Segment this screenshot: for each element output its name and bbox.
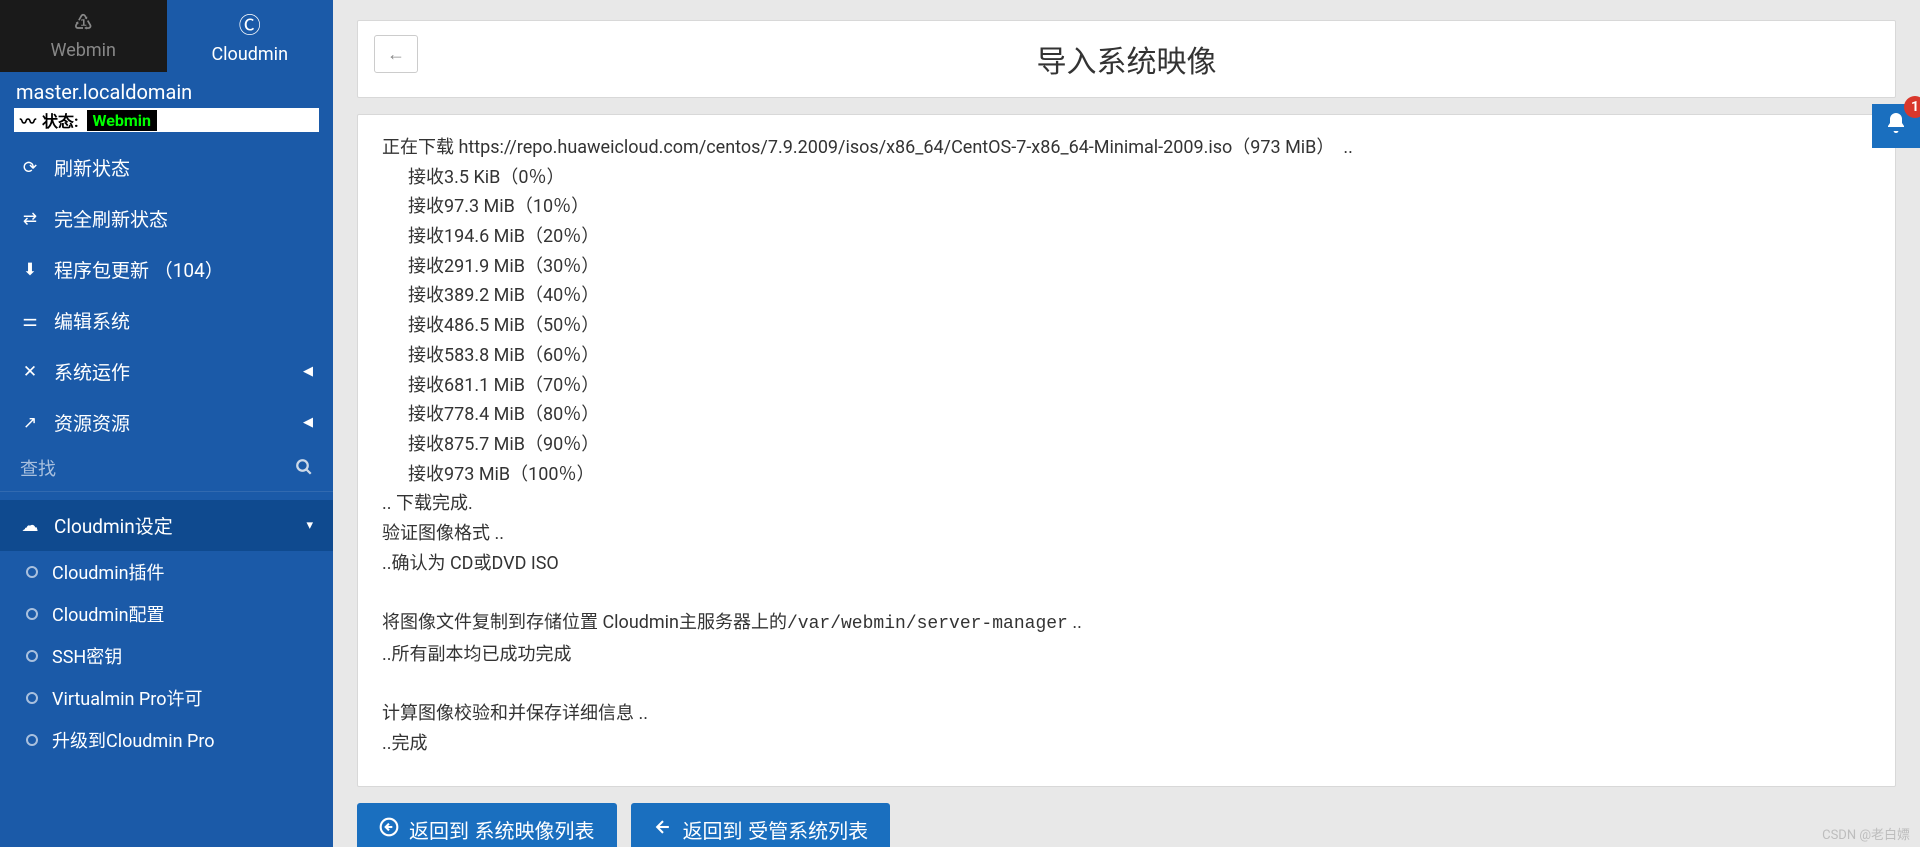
progress-line: 接收291.9 MiB（30％） <box>382 252 1871 282</box>
progress-line: 接收3.5 KiB（0％） <box>382 163 1871 193</box>
chevron-down-icon: ▾ <box>306 518 313 533</box>
bullet-icon <box>26 650 38 662</box>
verify-line: 验证图像格式 .. <box>382 519 1871 549</box>
progress-line: 接收681.1 MiB（70％） <box>382 371 1871 401</box>
pulse-icon: 〰 <box>14 108 42 132</box>
sub-cloudmin-config[interactable]: Cloudmin配置 <box>0 593 333 635</box>
nav-label: 资源资源 <box>54 409 130 436</box>
nav-label: 程序包更新 （104） <box>54 256 224 283</box>
bell-icon <box>1884 111 1908 141</box>
nav-system-operation[interactable]: ✕ 系统运作 ◀ <box>0 346 333 397</box>
share-icon: ↗ <box>20 413 40 433</box>
download-icon: ⬇ <box>20 260 40 280</box>
nav-full-refresh[interactable]: ⇄ 完全刷新状态 <box>0 193 333 244</box>
refresh-icon: ⟳ <box>20 158 40 178</box>
arrow-left-icon: ← <box>387 44 405 65</box>
search-icon[interactable] <box>295 458 313 481</box>
arrow-left-icon <box>653 817 673 842</box>
progress-line: 接收389.2 MiB（40％） <box>382 281 1871 311</box>
nav-resources[interactable]: ↗ 资源资源 ◀ <box>0 397 333 448</box>
wrench-icon: ✕ <box>20 362 40 382</box>
progress-line: 接收875.7 MiB（90％） <box>382 430 1871 460</box>
header-card: ← 导入系统映像 <box>357 20 1896 98</box>
bullet-icon <box>26 734 38 746</box>
sub-upgrade-cloudmin[interactable]: 升级到Cloudmin Pro <box>0 719 333 761</box>
status-label: 状态: <box>42 108 79 132</box>
tab-label: Webmin <box>51 40 116 61</box>
progress-line: 接收486.5 MiB（50％） <box>382 311 1871 341</box>
watermark: CSDN @老白嫖 <box>1822 824 1910 843</box>
sub-label: Cloudmin插件 <box>52 559 165 585</box>
nav-refresh-status[interactable]: ⟳ 刷新状态 <box>0 142 333 193</box>
status-bar: 〰 状态: Webmin <box>14 108 319 132</box>
nav-label: 编辑系统 <box>54 307 130 334</box>
sub-label: Virtualmin Pro许可 <box>52 685 202 711</box>
top-tabs: ♳ Webmin Ⓒ Cloudmin <box>0 0 333 72</box>
hostname: master.localdomain <box>0 72 333 108</box>
main-content: ← 导入系统映像 正在下载 https://repo.huaweicloud.c… <box>333 0 1920 847</box>
bullet-icon <box>26 608 38 620</box>
checksum-line: 计算图像校验和并保存详细信息 .. <box>382 699 1871 729</box>
nav-label: 刷新状态 <box>54 154 130 181</box>
tab-webmin[interactable]: ♳ Webmin <box>0 0 167 72</box>
cloud-icon: ☁ <box>20 516 40 536</box>
chevron-left-icon: ◀ <box>303 364 313 379</box>
button-label: 返回到 受管系统列表 <box>683 815 869 844</box>
sub-cloudmin-plugins[interactable]: Cloudmin插件 <box>0 551 333 593</box>
status-value: Webmin <box>87 110 157 131</box>
full-refresh-icon: ⇄ <box>20 209 40 229</box>
checksum-done: ..完成 <box>382 729 1871 759</box>
blank <box>382 669 1871 699</box>
back-button[interactable]: ← <box>374 35 418 73</box>
sidebar: ♳ Webmin Ⓒ Cloudmin master.localdomain 〰… <box>0 0 333 847</box>
sub-ssh-keys[interactable]: SSH密钥 <box>0 635 333 677</box>
arrow-circle-left-icon <box>379 817 399 842</box>
notification-button[interactable]: 1 <box>1872 104 1920 148</box>
page-title: 导入系统映像 <box>382 37 1871 81</box>
verify-done: ..确认为 CD或DVD ISO <box>382 549 1871 579</box>
nav-cloudmin-settings[interactable]: ☁ Cloudmin设定 ▾ <box>0 500 333 551</box>
copy-done: ..所有副本均已成功完成 <box>382 640 1871 670</box>
back-to-managed-button[interactable]: 返回到 受管系统列表 <box>631 803 891 847</box>
download-line: 正在下载 https://repo.huaweicloud.com/centos… <box>382 133 1871 163</box>
bullet-icon <box>26 692 38 704</box>
log-card: 正在下载 https://repo.huaweicloud.com/centos… <box>357 114 1896 787</box>
back-to-images-button[interactable]: 返回到 系统映像列表 <box>357 803 617 847</box>
sub-label: 升级到Cloudmin Pro <box>52 727 215 753</box>
sub-label: SSH密钥 <box>52 643 122 669</box>
nav-label: 系统运作 <box>54 358 130 385</box>
button-row: 返回到 系统映像列表 返回到 受管系统列表 <box>357 803 1896 847</box>
progress-line: 接收97.3 MiB（10％） <box>382 192 1871 222</box>
blank <box>382 578 1871 608</box>
download-done: .. 下载完成. <box>382 489 1871 519</box>
nav-edit-system[interactable]: ⚌ 编辑系统 <box>0 295 333 346</box>
sub-label: Cloudmin配置 <box>52 601 165 627</box>
webmin-icon: ♳ <box>73 11 93 36</box>
progress-line: 接收973 MiB（100％） <box>382 460 1871 490</box>
search-row <box>0 448 333 492</box>
sub-virtualmin-license[interactable]: Virtualmin Pro许可 <box>0 677 333 719</box>
nav-label: 完全刷新状态 <box>54 205 168 232</box>
cloudmin-icon: Ⓒ <box>239 8 261 40</box>
progress-line: 接收583.8 MiB（60％） <box>382 341 1871 371</box>
bullet-icon <box>26 566 38 578</box>
copy-line: 将图像文件复制到存储位置 Cloudmin主服务器上的/var/webmin/s… <box>382 608 1871 640</box>
notification-count: 1 <box>1904 96 1920 118</box>
tab-cloudmin[interactable]: Ⓒ Cloudmin <box>167 0 334 72</box>
progress-line: 接收194.6 MiB（20％） <box>382 222 1871 252</box>
search-input[interactable] <box>20 459 281 480</box>
nav-package-updates[interactable]: ⬇ 程序包更新 （104） <box>0 244 333 295</box>
chevron-left-icon: ◀ <box>303 415 313 430</box>
progress-lines: 接收3.5 KiB（0％）接收97.3 MiB（10％）接收194.6 MiB（… <box>382 163 1871 490</box>
progress-line: 接收778.4 MiB（80％） <box>382 400 1871 430</box>
button-label: 返回到 系统映像列表 <box>409 815 595 844</box>
sliders-icon: ⚌ <box>20 311 40 331</box>
nav-label: Cloudmin设定 <box>54 512 173 539</box>
tab-label: Cloudmin <box>211 44 288 65</box>
